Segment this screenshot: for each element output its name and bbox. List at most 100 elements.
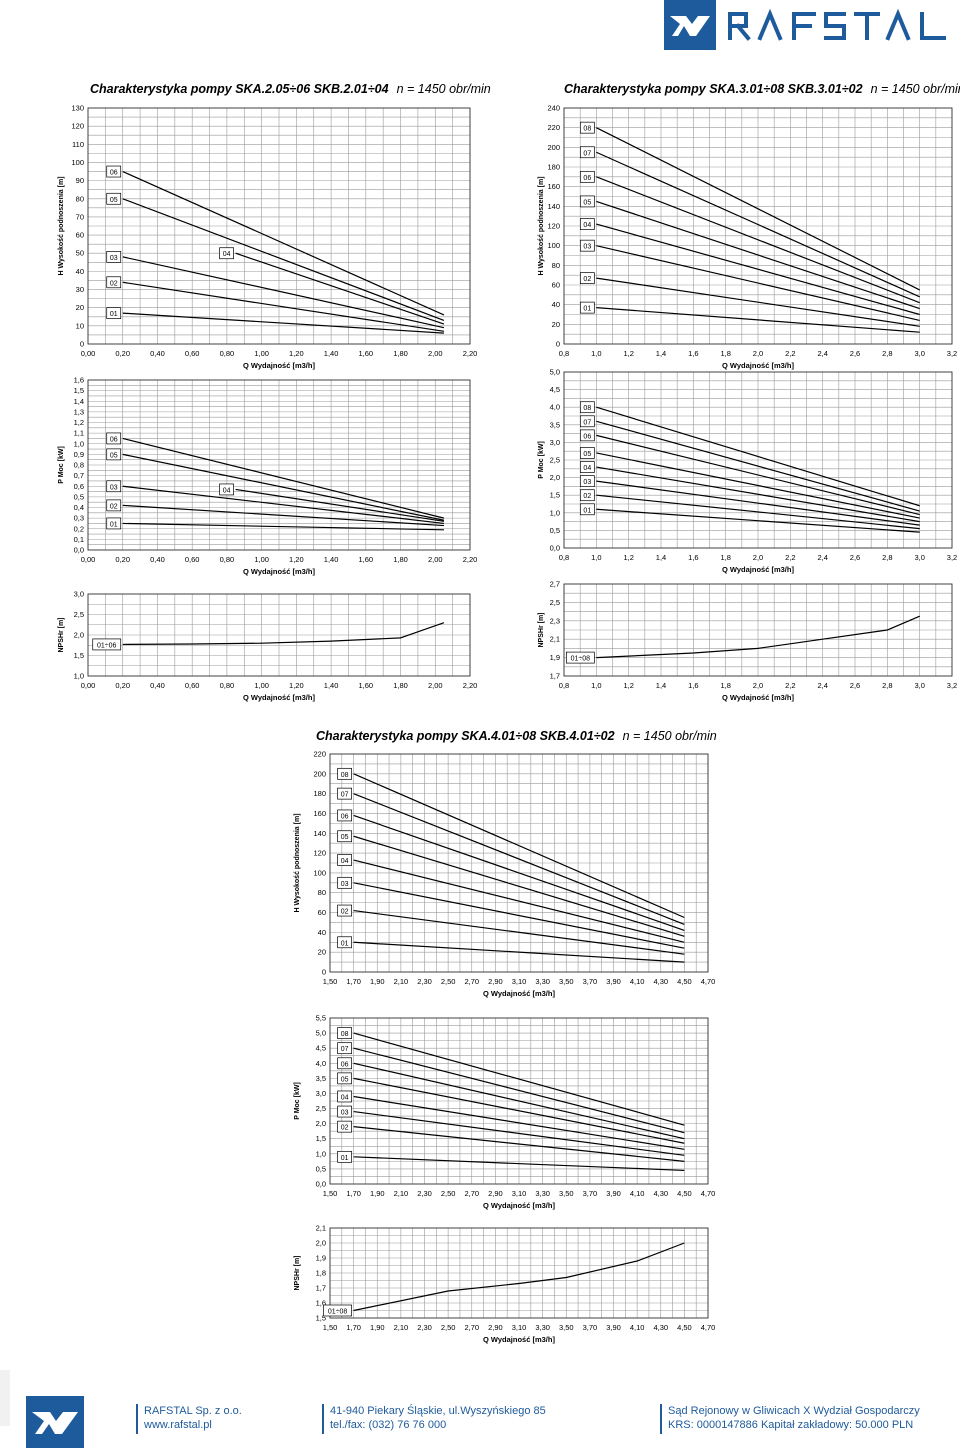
x-tick-label: 0,20 [115,555,130,564]
y-tick-label: 40 [76,267,84,276]
x-axis-label: Q Wydajność [m3/h] [243,567,315,576]
series-line-02 [353,1126,685,1162]
y-axis-label: H Wysokość podnoszenia [m] [294,813,301,912]
y-axis-label: NPSHr [m] [538,612,545,647]
y-tick-label: 200 [313,769,326,778]
x-tick-label: 2,30 [417,977,432,986]
footer-krs: KRS: 0000147886 Kapitał zakładowy: 50.00… [668,1419,914,1431]
series-label-02: 02 [341,909,349,916]
x-tick-label: 1,50 [323,977,338,986]
x-tick-label: 2,6 [850,681,860,690]
series-label-box [106,448,122,461]
plot-frame [563,107,953,345]
series-label-04: 04 [583,465,591,472]
y-tick-label: 160 [313,809,326,818]
x-tick-label: 0,80 [220,349,235,358]
series-line-02 [596,494,920,530]
y-tick-label: 1,6 [74,376,84,385]
series-label-box [579,146,595,159]
x-tick-label: 2,2 [785,681,795,690]
series-line-07 [353,793,685,925]
series-label-box [579,429,595,442]
y-tick-label: 140 [547,202,560,211]
plot-frame [87,593,471,677]
series-label-box [337,1042,352,1055]
series-line-06 [353,814,685,931]
x-tick-label: 2,2 [785,349,795,358]
series-label-01: 01 [110,311,118,318]
series-label-05: 05 [110,452,118,459]
x-axis-label: Q Wydajność [m3/h] [722,565,794,574]
x-tick-label: 2,0 [753,681,763,690]
y-tick-label: 3,5 [550,420,560,429]
series-label-box [219,247,234,260]
series-label-08: 08 [583,126,591,133]
x-tick-label: 1,50 [323,1189,338,1198]
chart-title-speed: n = 1450 obr/min [870,82,960,96]
y-tick-label: 2,5 [316,1104,326,1113]
series-label-01: 01 [583,507,591,514]
y-tick-label: 0,3 [74,514,84,523]
y-axis-label: NPSHr [m] [58,617,65,652]
y-tick-label: 50 [76,249,84,258]
series-label-04: 04 [223,251,231,258]
x-tick-label: 3,90 [606,977,621,986]
y-tick-label: 180 [547,163,560,172]
y-tick-label: 0 [80,340,84,349]
y-tick-label: 0,8 [74,461,84,470]
x-tick-label: 1,90 [370,977,385,986]
series-line-02 [596,277,920,327]
x-axis-label: Q Wydajność [m3/h] [483,1201,555,1210]
y-tick-label: 1,8 [316,1269,326,1278]
series-line-04 [353,859,685,943]
grid [329,1227,709,1319]
y-tick-label: 200 [547,143,560,152]
series-label-box [337,1150,352,1163]
x-tick-label: 1,40 [324,555,339,564]
series-label-07: 07 [583,150,591,157]
x-tick-label: 1,00 [254,349,269,358]
series-label-06: 06 [583,433,591,440]
y-tick-label: 20 [318,948,326,957]
x-tick-label: 2,4 [817,553,827,562]
series-line-01 [596,307,920,333]
y-tick-label: 2,0 [316,1239,326,1248]
series-label-box [579,218,595,230]
series-label-box [579,415,595,428]
x-tick-label: 4,10 [630,1323,645,1332]
series-line-06 [122,437,445,519]
x-tick-label: 2,90 [488,1323,503,1332]
series-label-box [219,483,234,496]
x-tick-label: 0,80 [220,681,235,690]
x-tick-label: 1,50 [323,1323,338,1332]
series-label-01: 01 [110,521,118,528]
x-tick-label: 1,6 [688,553,698,562]
x-tick-label: 0,20 [115,349,130,358]
series-label-box [579,239,595,252]
x-tick-label: 2,00 [428,555,443,564]
series-line-04 [353,1095,685,1150]
x-tick-label: 1,6 [688,681,698,690]
footer-company: RAFSTAL Sp. z o.o. www.rafstal.pl [136,1404,242,1434]
series-label-box [337,1072,352,1085]
y-tick-label: 1,5 [74,386,84,395]
x-tick-label: 2,20 [463,349,478,358]
y-tick-label: 0,0 [74,546,84,555]
x-tick-label: 1,4 [656,349,666,358]
series-label-02: 02 [341,1125,349,1132]
x-tick-label: 0,60 [185,349,200,358]
x-axis-label: Q Wydajność [m3/h] [483,1335,555,1344]
y-tick-label: 0,4 [74,503,84,512]
footer-website-link[interactable]: www.rafstal.pl [144,1419,212,1431]
y-tick-label: 100 [547,241,560,250]
y-tick-label: 0,5 [550,526,560,535]
footer-side-strip [0,1370,10,1426]
series-line-04 [596,223,920,316]
series-label-02: 02 [583,493,591,500]
series-label-box [579,489,595,502]
y-tick-label: 1,5 [74,651,84,660]
x-tick-label: 2,10 [394,1189,409,1198]
series-label-05: 05 [583,199,591,206]
y-tick-label: 1,2 [74,418,84,427]
x-tick-label: 3,2 [947,349,957,358]
